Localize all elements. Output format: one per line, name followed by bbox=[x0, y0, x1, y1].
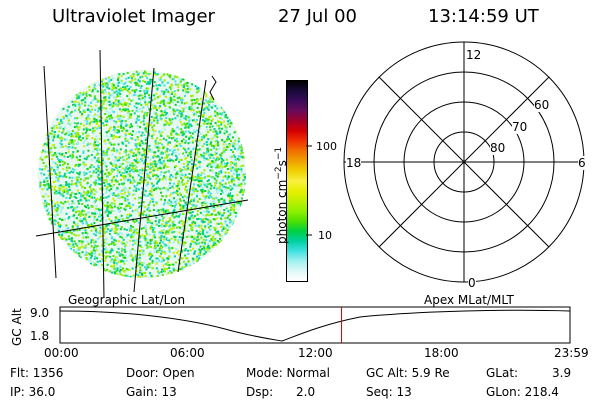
mlat-label-60: 60 bbox=[534, 98, 550, 112]
info-gcalt: GC Alt: 5.9 Re bbox=[366, 366, 450, 380]
mlt-label-18: 18 bbox=[346, 156, 362, 170]
mlt-label-6: 6 bbox=[578, 156, 586, 170]
unit-text-2: s bbox=[275, 160, 289, 167]
timeline-left-title: Geographic Lat/Lon bbox=[68, 293, 186, 307]
polar-plot bbox=[343, 41, 585, 283]
unit-sup-1: −2 bbox=[274, 166, 284, 180]
timeline-tick-0600: 06:00 bbox=[170, 346, 205, 360]
earth-image bbox=[35, 49, 249, 299]
instrument-title: Ultraviolet Imager bbox=[52, 6, 215, 27]
colorbar-ticks bbox=[306, 145, 312, 236]
timeline-tick-1800: 18:00 bbox=[424, 346, 459, 360]
colorbar-tick-10: 10 bbox=[318, 229, 332, 242]
geo-grid-lines bbox=[35, 49, 249, 299]
unit-text-1: photon cm bbox=[275, 179, 289, 244]
mlt-label-0: 0 bbox=[468, 276, 476, 290]
colorbar-unit-label: photon cm−2s−1 bbox=[274, 147, 289, 244]
info-seq: Seq: 13 bbox=[366, 385, 412, 399]
mlat-label-70: 70 bbox=[512, 120, 528, 134]
timeline-tick-1200: 12:00 bbox=[298, 346, 333, 360]
timeline-y-bottom: 1.8 bbox=[30, 329, 50, 343]
unit-sup-2: −1 bbox=[274, 146, 284, 161]
mlt-label-12: 12 bbox=[466, 48, 482, 62]
info-door: Door: Open bbox=[126, 366, 195, 380]
colorbar-tick-100: 100 bbox=[316, 140, 337, 153]
timeline-tick-2359: 23:59 bbox=[554, 346, 589, 360]
timeline-tick-0000: 00:00 bbox=[44, 346, 79, 360]
time-label: 13:14:59 UT bbox=[428, 6, 539, 27]
timeline-plot bbox=[59, 306, 571, 344]
info-mode: Mode: Normal bbox=[246, 366, 330, 380]
info-gain: Gain: 13 bbox=[126, 385, 177, 399]
colorbar bbox=[286, 80, 308, 282]
info-flt: Flt: 1356 bbox=[10, 366, 64, 380]
timeline-axis-label: GC Alt bbox=[10, 308, 24, 346]
timeline-right-title: Apex MLat/MLT bbox=[424, 293, 514, 307]
info-ip: IP: 36.0 bbox=[10, 385, 56, 399]
timeline-y-top: 9.0 bbox=[30, 306, 50, 320]
date-label: 27 Jul 00 bbox=[278, 6, 357, 27]
info-dsp: Dsp: bbox=[246, 385, 274, 399]
altitude-curve bbox=[59, 309, 571, 342]
info-dsp-value: 2.0 bbox=[296, 385, 316, 399]
info-glat: GLat: bbox=[486, 366, 519, 380]
mlat-label-80: 80 bbox=[490, 141, 506, 155]
info-glon: GLon: 218.4 bbox=[486, 385, 559, 399]
info-glat-value: 3.9 bbox=[552, 366, 572, 380]
